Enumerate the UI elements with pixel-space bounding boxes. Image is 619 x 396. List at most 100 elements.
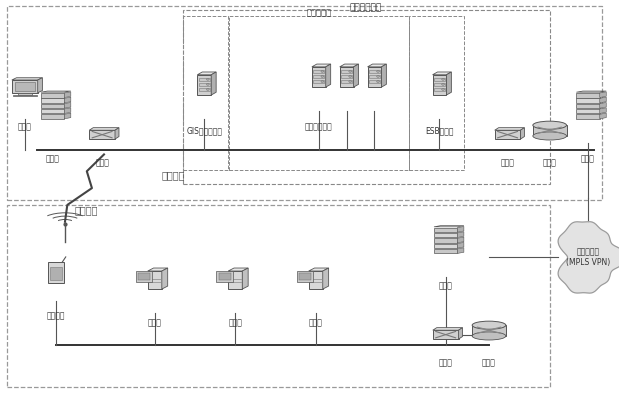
Polygon shape (457, 227, 464, 232)
Polygon shape (41, 104, 64, 108)
Polygon shape (326, 64, 331, 87)
Polygon shape (13, 95, 37, 96)
Polygon shape (242, 268, 248, 289)
Polygon shape (434, 83, 445, 86)
Polygon shape (341, 80, 352, 83)
Polygon shape (576, 104, 600, 108)
Polygon shape (369, 80, 380, 83)
Text: 防火墙: 防火墙 (439, 281, 452, 290)
Polygon shape (64, 113, 71, 119)
Polygon shape (297, 271, 313, 282)
Polygon shape (457, 232, 464, 238)
Text: 防火墙: 防火墙 (46, 154, 59, 164)
Text: 应用服务器: 应用服务器 (306, 9, 331, 18)
Polygon shape (313, 70, 324, 73)
Polygon shape (312, 64, 331, 67)
Polygon shape (199, 88, 210, 91)
Polygon shape (434, 226, 464, 227)
Circle shape (442, 89, 444, 90)
Polygon shape (217, 271, 233, 282)
Polygon shape (558, 222, 619, 293)
Polygon shape (576, 93, 600, 97)
Circle shape (377, 76, 379, 77)
Text: 交换机: 交换机 (95, 158, 109, 168)
Polygon shape (600, 97, 606, 103)
Circle shape (207, 89, 209, 90)
Polygon shape (12, 80, 38, 93)
Polygon shape (381, 64, 386, 87)
Polygon shape (353, 64, 358, 87)
Polygon shape (41, 91, 71, 92)
Polygon shape (197, 72, 216, 75)
Polygon shape (533, 125, 566, 136)
Circle shape (207, 84, 209, 85)
Polygon shape (309, 271, 322, 289)
Text: 移动设备: 移动设备 (46, 311, 65, 320)
Polygon shape (340, 64, 358, 67)
Polygon shape (312, 67, 326, 87)
Polygon shape (115, 128, 119, 139)
Text: ESB服务器: ESB服务器 (425, 127, 454, 136)
Polygon shape (18, 93, 32, 95)
Polygon shape (322, 268, 329, 289)
Polygon shape (434, 228, 457, 232)
Text: 客户机: 客户机 (309, 319, 322, 328)
Polygon shape (313, 80, 324, 83)
Polygon shape (341, 75, 352, 78)
Polygon shape (219, 273, 230, 280)
Text: 路由器: 路由器 (543, 158, 556, 168)
Polygon shape (148, 271, 162, 289)
Polygon shape (341, 70, 352, 73)
Polygon shape (576, 109, 600, 114)
Polygon shape (199, 78, 210, 81)
Circle shape (442, 84, 444, 85)
Polygon shape (228, 271, 242, 289)
Polygon shape (576, 91, 606, 92)
Text: 防火墙: 防火墙 (581, 154, 595, 164)
Polygon shape (313, 75, 324, 78)
Polygon shape (50, 267, 62, 280)
Text: 交换机: 交换机 (439, 358, 452, 367)
Polygon shape (41, 114, 64, 119)
Polygon shape (340, 67, 353, 87)
Circle shape (349, 76, 352, 77)
Polygon shape (299, 273, 311, 280)
Polygon shape (600, 113, 606, 119)
Polygon shape (228, 268, 248, 271)
Polygon shape (41, 98, 64, 103)
Polygon shape (197, 75, 211, 95)
Polygon shape (472, 325, 506, 336)
Text: 综合数据网
(MPLS VPN): 综合数据网 (MPLS VPN) (566, 248, 610, 267)
Polygon shape (368, 67, 381, 87)
Polygon shape (459, 327, 462, 339)
Polygon shape (148, 268, 168, 271)
Circle shape (321, 76, 324, 77)
Polygon shape (309, 268, 329, 271)
Circle shape (377, 81, 379, 82)
Circle shape (207, 78, 209, 80)
Ellipse shape (472, 321, 506, 329)
Text: 路由器: 路由器 (482, 358, 496, 367)
Polygon shape (64, 92, 71, 97)
Polygon shape (368, 64, 386, 67)
Polygon shape (495, 130, 521, 139)
Text: 区局网络: 区局网络 (75, 205, 98, 215)
Polygon shape (521, 128, 524, 139)
Text: 客户机: 客户机 (148, 319, 162, 328)
Text: 客户机: 客户机 (18, 123, 32, 132)
Polygon shape (136, 271, 152, 282)
Polygon shape (162, 268, 168, 289)
Circle shape (442, 78, 444, 80)
Circle shape (349, 81, 352, 82)
Polygon shape (369, 70, 380, 73)
Polygon shape (457, 237, 464, 243)
Polygon shape (64, 103, 71, 108)
Polygon shape (89, 128, 119, 130)
Polygon shape (434, 244, 457, 248)
Polygon shape (446, 72, 451, 95)
Polygon shape (457, 248, 464, 253)
Polygon shape (138, 273, 150, 280)
Polygon shape (48, 262, 64, 283)
Polygon shape (457, 242, 464, 248)
Polygon shape (434, 78, 445, 81)
